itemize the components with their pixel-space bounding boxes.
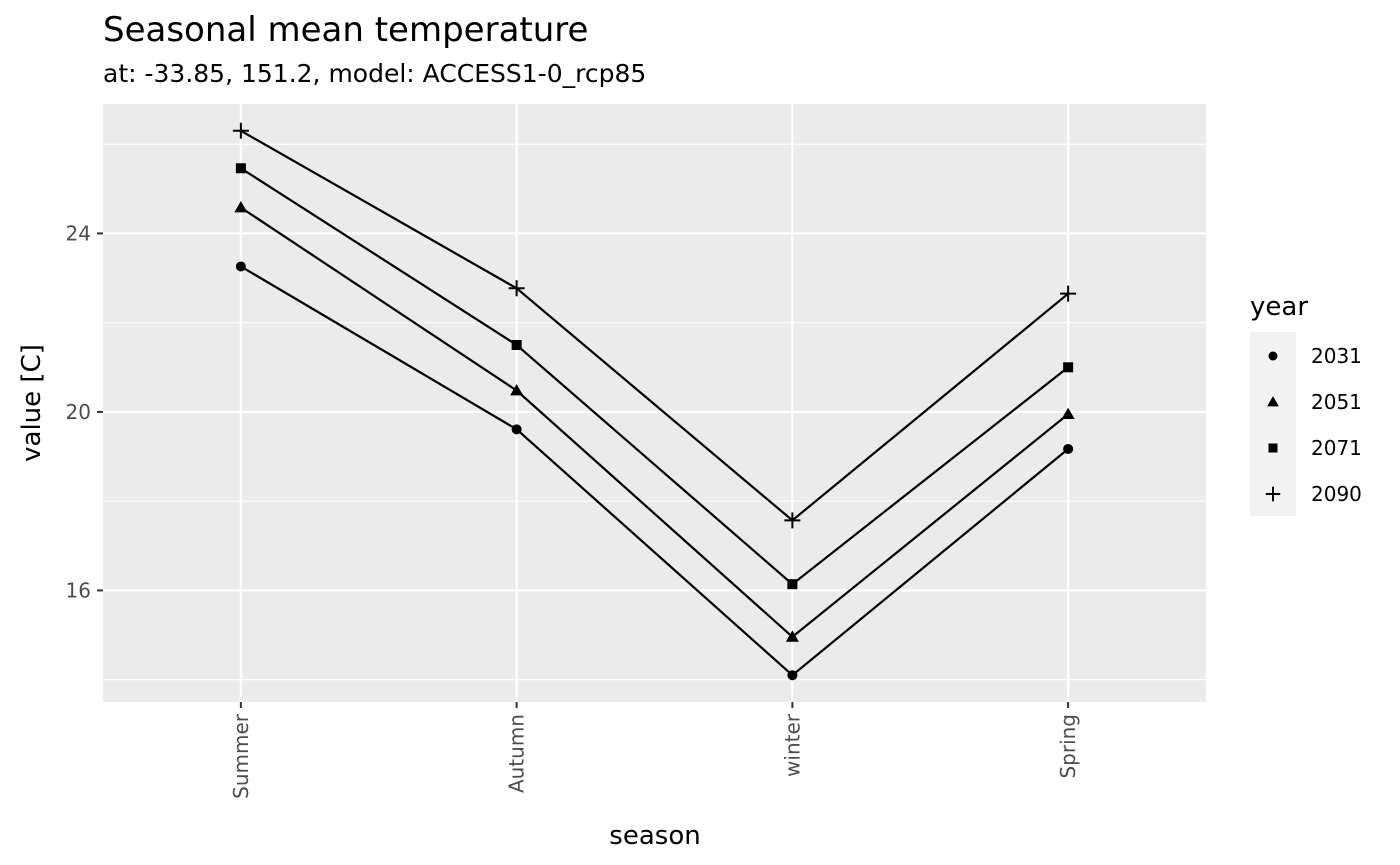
data-point-2090 bbox=[784, 512, 801, 529]
legend-key-background bbox=[1250, 332, 1296, 516]
x-tick-label: winter bbox=[780, 713, 804, 777]
series-line-2031 bbox=[240, 265, 1069, 677]
data-point-2051 bbox=[510, 384, 524, 396]
x-axis-title: season bbox=[609, 821, 700, 851]
data-point-2090 bbox=[232, 122, 249, 139]
x-tick-label: Autumn bbox=[505, 714, 529, 793]
data-point-2051 bbox=[785, 630, 799, 642]
legend-key-2031 bbox=[1268, 351, 1278, 361]
axes: 16 20 24 Summer Autumn winter Spring bbox=[66, 221, 1081, 798]
chart-title: Seasonal mean temperature bbox=[103, 10, 588, 50]
series-lines bbox=[240, 129, 1069, 677]
legend-key-2090 bbox=[1265, 486, 1281, 502]
data-point-2071 bbox=[511, 339, 522, 350]
legend: year 2031 2051 2071 2090 bbox=[1250, 292, 1362, 516]
legend-label-2090: 2090 bbox=[1311, 482, 1362, 506]
legend-key-2051 bbox=[1267, 396, 1279, 407]
data-point-2090 bbox=[508, 280, 525, 297]
y-tick-label: 20 bbox=[66, 400, 91, 424]
data-points bbox=[232, 122, 1077, 681]
x-tick-label: Summer bbox=[229, 713, 253, 799]
series-line-2051 bbox=[240, 206, 1069, 639]
y-tick-label: 16 bbox=[66, 578, 91, 602]
data-point-2071 bbox=[787, 579, 798, 590]
data-point-2031 bbox=[235, 261, 246, 272]
legend-label-2051: 2051 bbox=[1311, 390, 1362, 414]
data-point-2071 bbox=[235, 163, 246, 174]
legend-label-2071: 2071 bbox=[1311, 436, 1362, 460]
data-point-2051 bbox=[1061, 407, 1075, 420]
legend-title: year bbox=[1250, 292, 1308, 322]
data-point-2031 bbox=[1063, 443, 1074, 454]
data-point-2031 bbox=[511, 424, 522, 435]
legend-label-2031: 2031 bbox=[1311, 344, 1362, 368]
y-axis-title: value [C] bbox=[17, 344, 47, 462]
chart-subtitle: at: -33.85, 151.2, model: ACCESS1-0_rcp8… bbox=[103, 59, 646, 88]
data-point-2071 bbox=[1063, 362, 1074, 373]
data-point-2090 bbox=[1060, 285, 1077, 302]
x-tick-label: Spring bbox=[1056, 714, 1080, 779]
data-point-2031 bbox=[787, 670, 798, 681]
y-tick-label: 24 bbox=[66, 221, 91, 245]
series-line-2071 bbox=[240, 167, 1069, 586]
legend-key-2071 bbox=[1268, 443, 1278, 453]
data-point-2051 bbox=[234, 201, 248, 213]
series-line-2090 bbox=[240, 129, 1069, 522]
